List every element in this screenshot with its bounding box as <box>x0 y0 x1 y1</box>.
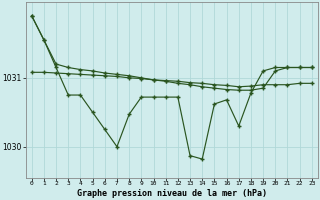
X-axis label: Graphe pression niveau de la mer (hPa): Graphe pression niveau de la mer (hPa) <box>77 189 267 198</box>
